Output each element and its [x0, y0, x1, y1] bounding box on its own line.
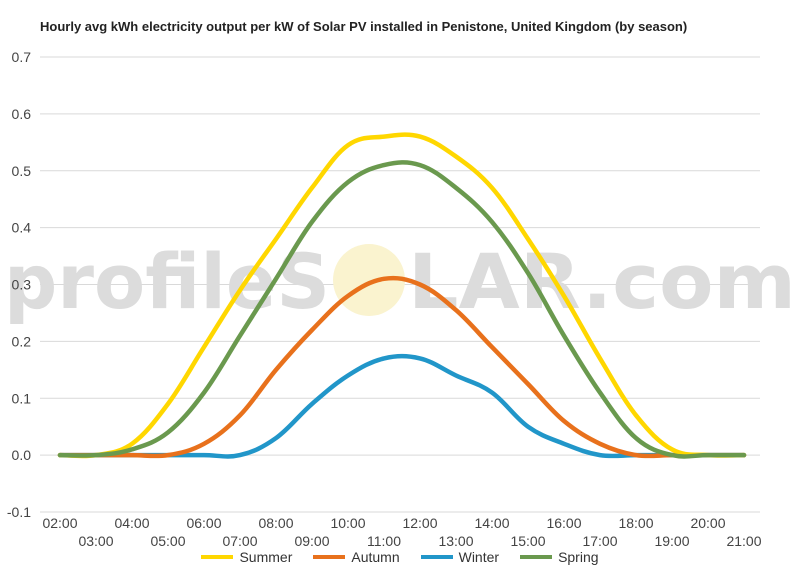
- x-tick-label: 08:00: [258, 515, 293, 531]
- x-tick-label: 10:00: [330, 515, 365, 531]
- x-tick-label: 16:00: [546, 515, 581, 531]
- x-tick-label: 15:00: [510, 533, 545, 549]
- y-tick-label: 0.0: [12, 447, 32, 463]
- x-tick-label: 09:00: [294, 533, 329, 549]
- x-tick-label: 17:00: [582, 533, 617, 549]
- x-tick-label: 07:00: [222, 533, 257, 549]
- x-axis-ticks: 02:00 04:00 06:00 08:00 10:00 12:00 14:00 16:00…: [42, 515, 761, 549]
- watermark-logo: profileS LAR.com: [4, 237, 796, 326]
- y-tick-label: 0.4: [12, 220, 32, 236]
- legend-label: Summer: [239, 549, 293, 565]
- legend-swatch: [313, 555, 346, 559]
- watermark-text-right: LAR.com: [408, 237, 796, 326]
- y-tick-label: 0.1: [12, 390, 32, 406]
- x-tick-label: 04:00: [114, 515, 149, 531]
- legend-swatch: [201, 555, 234, 559]
- watermark-sun: [333, 244, 405, 316]
- legend-item-autumn[interactable]: Autumn: [313, 549, 400, 565]
- legend-swatch: [520, 555, 553, 559]
- legend-item-winter[interactable]: Winter: [420, 549, 500, 565]
- legend-label: Winter: [458, 549, 500, 565]
- y-tick-label: 0.7: [12, 49, 32, 65]
- legend: Summer Autumn Winter Spring: [0, 549, 800, 565]
- series-line-autumn: [57, 275, 747, 459]
- y-tick-label: 0.3: [12, 277, 32, 293]
- x-tick-label: 18:00: [618, 515, 653, 531]
- legend-label: Autumn: [351, 549, 400, 565]
- y-tick-label: 0.6: [12, 106, 32, 122]
- series-line-summer: [57, 132, 747, 459]
- x-tick-label: 06:00: [186, 515, 221, 531]
- x-tick-label: 11:00: [367, 533, 401, 549]
- x-tick-label: 20:00: [690, 515, 725, 531]
- x-tick-label: 21:00: [726, 533, 761, 549]
- x-tick-label: 19:00: [654, 533, 689, 549]
- x-tick-label: 02:00: [42, 515, 77, 531]
- watermark-text-left: profileS: [4, 237, 330, 326]
- x-tick-label: 03:00: [78, 533, 113, 549]
- y-tick-label: 0.5: [12, 163, 32, 179]
- y-tick-label: -0.1: [7, 504, 31, 520]
- legend-item-summer[interactable]: Summer: [201, 549, 292, 565]
- x-tick-label: 12:00: [402, 515, 437, 531]
- y-tick-label: 0.2: [12, 333, 32, 349]
- legend-swatch: [420, 555, 453, 559]
- x-tick-label: 13:00: [438, 533, 473, 549]
- series-line-spring: [57, 160, 747, 459]
- legend-item-spring[interactable]: Spring: [520, 549, 599, 565]
- x-tick-label: 14:00: [474, 515, 509, 531]
- series-lines: [57, 132, 747, 459]
- x-tick-label: 05:00: [150, 533, 185, 549]
- chart-title: Hourly avg kWh electricity output per kW…: [40, 19, 688, 34]
- legend-label: Spring: [558, 549, 599, 565]
- y-axis-ticks: -0.1 0.0 0.1 0.2 0.3 0.4 0.5 0.6 0.7: [7, 49, 31, 520]
